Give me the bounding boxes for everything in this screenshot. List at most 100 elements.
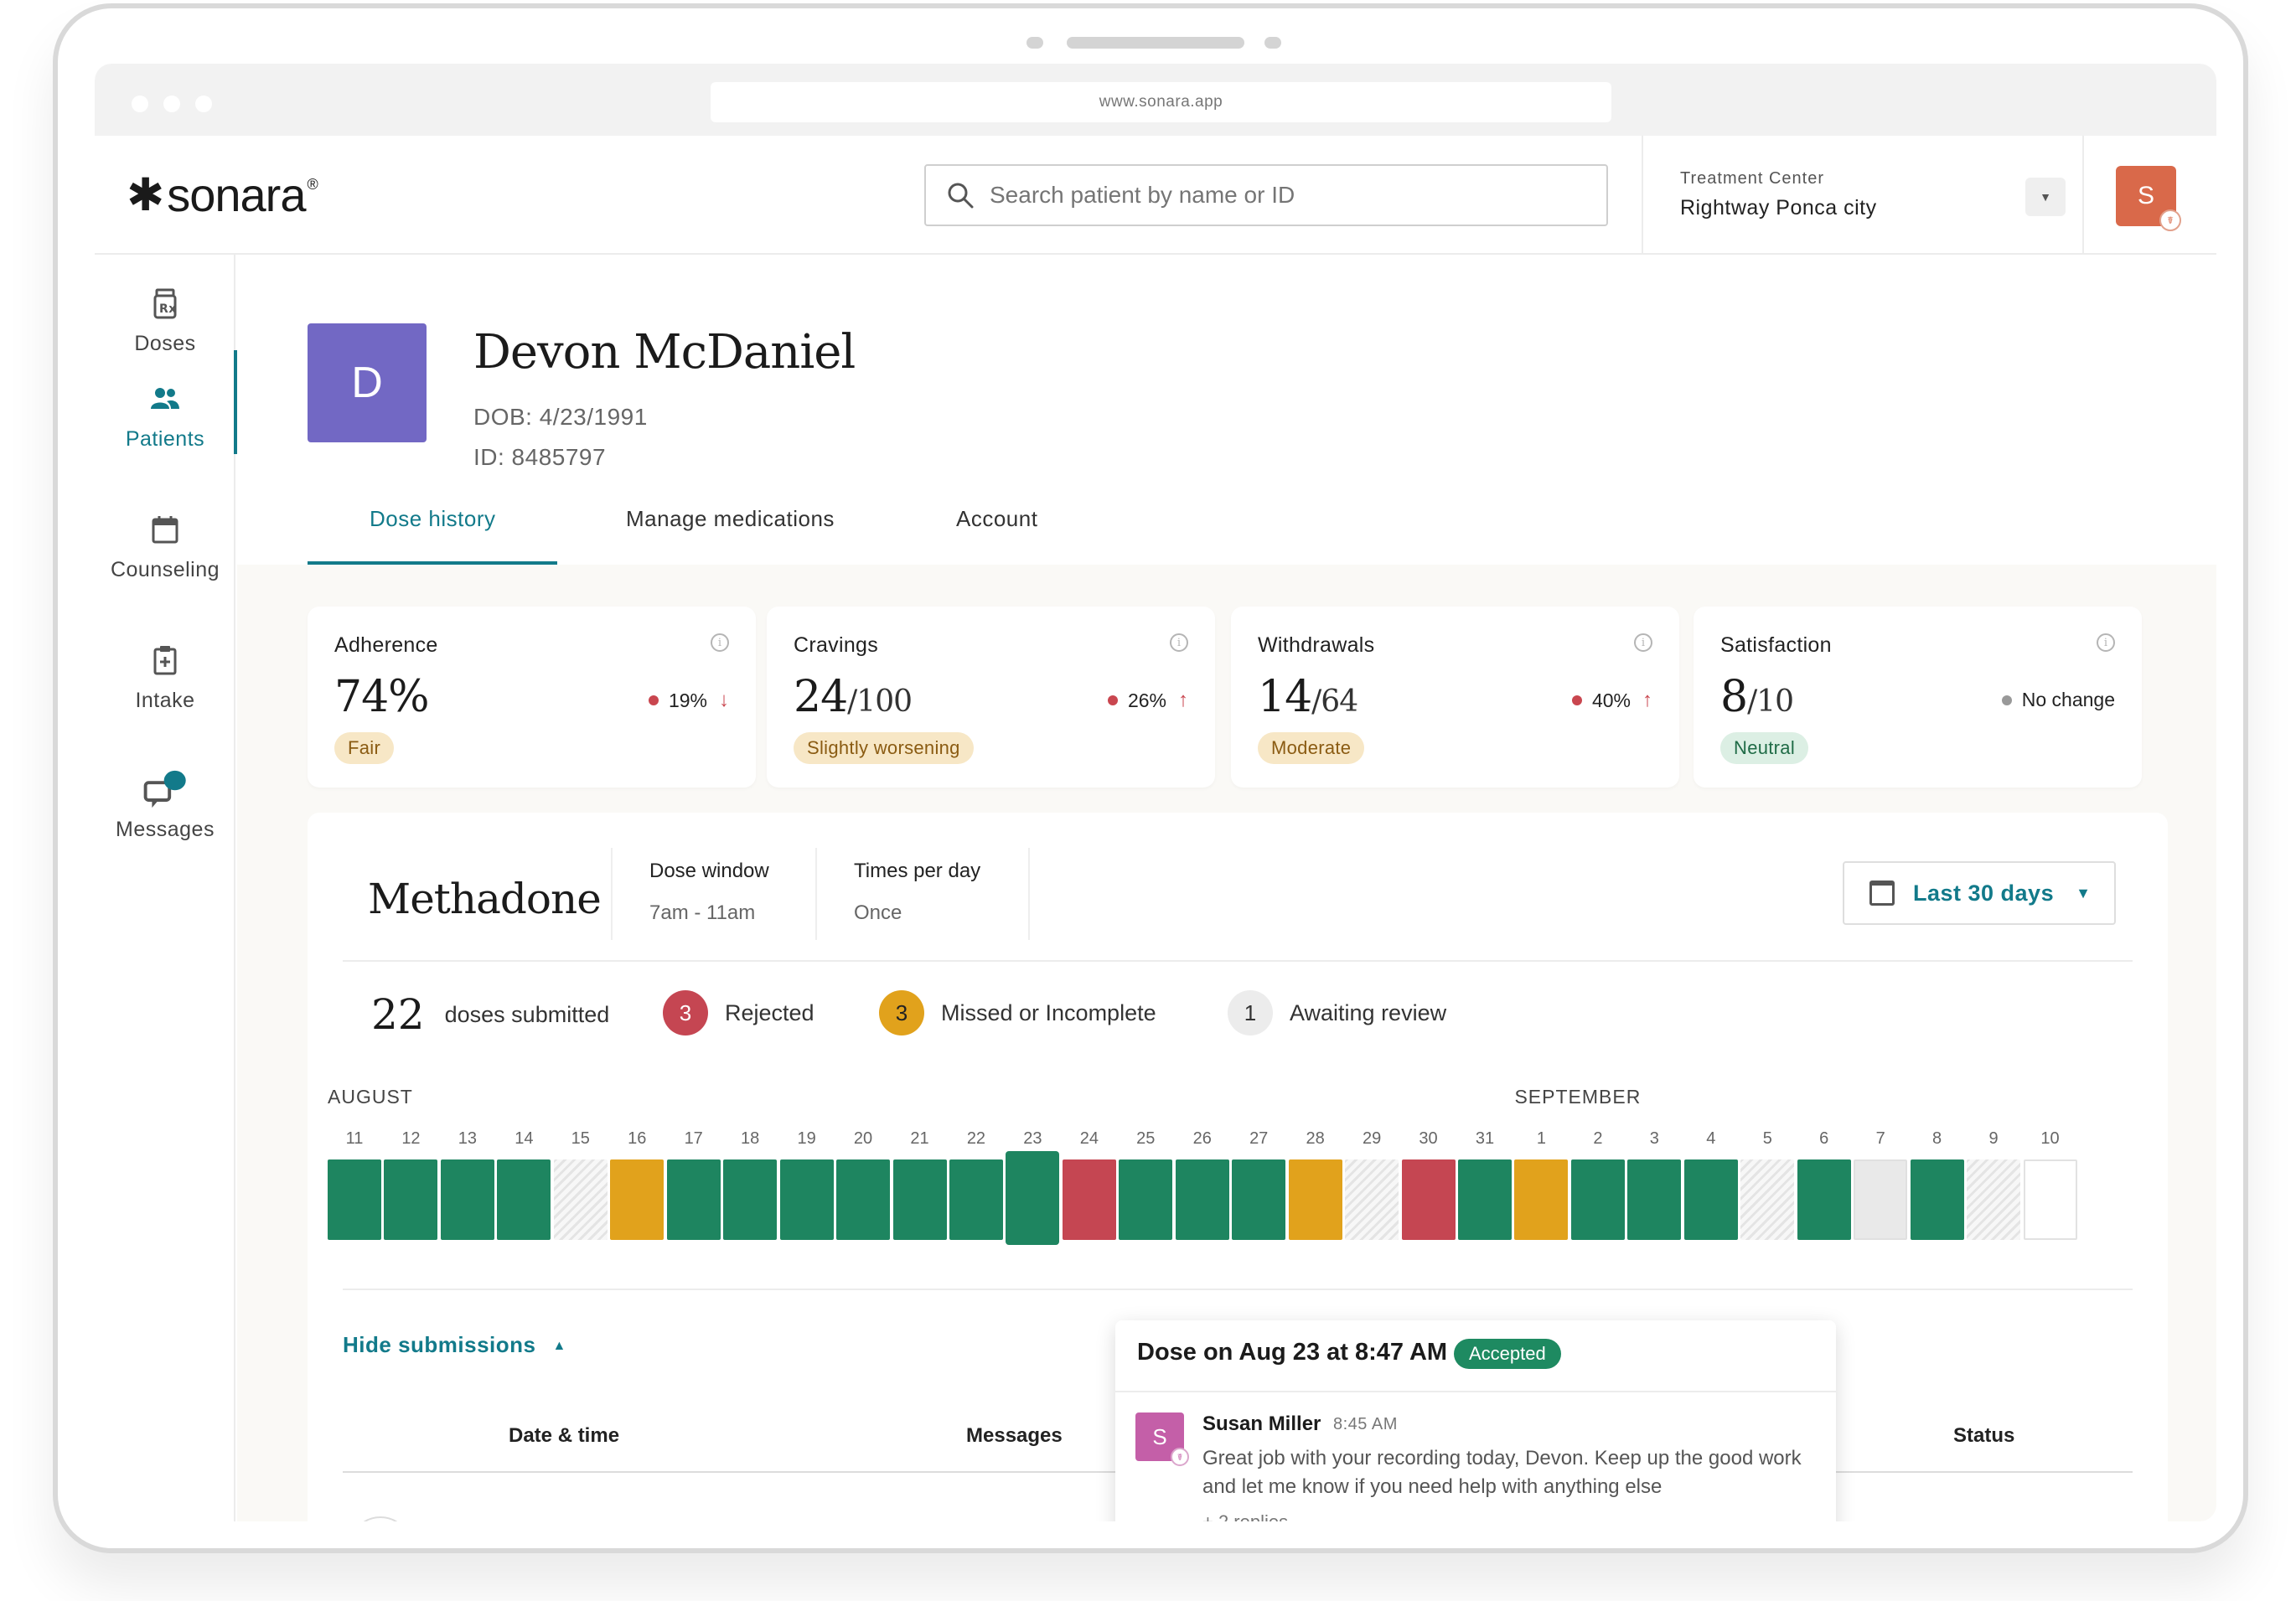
- column-header-messages[interactable]: Messages: [966, 1424, 1063, 1447]
- metric-card-satisfaction[interactable]: Satisfaction i 8/10 No change Neutral: [1694, 607, 2142, 788]
- metric-value: 14/64: [1258, 672, 1358, 722]
- day-label: 16: [628, 1129, 647, 1148]
- table-row-checkbox[interactable]: [349, 1516, 411, 1521]
- dose-day-cell[interactable]: [836, 1159, 891, 1240]
- dose-day-cell[interactable]: [779, 1159, 834, 1240]
- metric-change-value: No change: [2021, 689, 2115, 710]
- window-dot[interactable]: [132, 96, 148, 112]
- status-dot-icon: [1571, 695, 1582, 705]
- dose-day-cell[interactable]: [1854, 1159, 1908, 1240]
- message-text: Great job with your recording today, Dev…: [1202, 1447, 1802, 1498]
- dose-day-cell[interactable]: [1345, 1159, 1399, 1240]
- user-avatar[interactable]: S ☤: [2116, 166, 2181, 231]
- dose-day-cell[interactable]: [610, 1159, 664, 1240]
- top-bar: ✱ sonara ® Treatment Center Rightway Pon…: [95, 136, 2216, 255]
- column-header-date[interactable]: Date & time: [509, 1424, 620, 1447]
- day-label: 19: [797, 1129, 816, 1148]
- date-range-dropdown[interactable]: Last 30 days ▼: [1843, 861, 2116, 925]
- calendar-icon: [152, 516, 178, 544]
- dose-day-cell[interactable]: [328, 1159, 381, 1240]
- sidebar-item-doses[interactable]: Rx Doses: [95, 255, 235, 372]
- caret-down-icon: ▼: [2076, 884, 2092, 901]
- pill-bottle-icon: Rx: [153, 288, 177, 319]
- url-bar[interactable]: www.sonara.app: [711, 82, 1611, 122]
- rejected-summary[interactable]: 3 Rejected: [663, 990, 814, 1035]
- dose-day-cell[interactable]: [1232, 1159, 1286, 1240]
- tooltip-title: Dose on Aug 23 at 8:47 AM: [1137, 1339, 1448, 1366]
- hide-submissions-toggle[interactable]: Hide submissions ▲: [343, 1332, 566, 1358]
- sidebar-item-counseling[interactable]: Counseling: [95, 481, 235, 598]
- tab-manage-medications[interactable]: Manage medications: [626, 506, 835, 531]
- replies-link[interactable]: + 2 replies: [1202, 1511, 1288, 1521]
- active-tab-indicator: [308, 561, 557, 565]
- dose-day-cell[interactable]: [1062, 1159, 1116, 1240]
- dose-day-cell[interactable]: [1740, 1159, 1795, 1240]
- metric-denominator: /10: [1747, 684, 1794, 719]
- sidebar-item-intake[interactable]: Intake: [95, 612, 235, 729]
- metric-change: 26% ↑: [1107, 689, 1188, 712]
- missed-summary[interactable]: 3 Missed or Incomplete: [879, 990, 1156, 1035]
- message-time: 8:45 AM: [1333, 1415, 1398, 1433]
- dose-day-cell[interactable]: [666, 1159, 721, 1240]
- dose-day-cell[interactable]: [1627, 1159, 1682, 1240]
- dose-day-cell[interactable]: [497, 1159, 551, 1240]
- info-icon[interactable]: i: [1634, 633, 1652, 652]
- window-dot[interactable]: [195, 96, 212, 112]
- arrow-up-icon: ↑: [1178, 689, 1188, 711]
- dose-day-cell[interactable]: [1514, 1159, 1569, 1240]
- sonara-logo[interactable]: ✱ sonara ®: [127, 161, 318, 228]
- dose-day-cell[interactable]: [1006, 1151, 1060, 1245]
- dose-day-cell[interactable]: [1175, 1159, 1229, 1240]
- user-initial: S: [2137, 182, 2154, 209]
- tab-dose-history[interactable]: Dose history: [370, 506, 496, 531]
- dose-day-cell[interactable]: [1570, 1159, 1625, 1240]
- sidebar-item-label: Intake: [135, 689, 195, 712]
- metric-denominator: /100: [847, 684, 913, 719]
- dose-day-cell[interactable]: [384, 1159, 438, 1240]
- medication-name: Methadone: [368, 875, 602, 923]
- app-screen: www.sonara.app ✱ sonara ® Treatment Cent…: [95, 64, 2216, 1521]
- chevron-down-icon[interactable]: ▼: [2025, 178, 2066, 216]
- browser-chrome: www.sonara.app: [95, 64, 2216, 136]
- search-input[interactable]: [990, 182, 1576, 209]
- dose-day-cell[interactable]: [1119, 1159, 1173, 1240]
- metric-card-withdrawals[interactable]: Withdrawals i 14/64 40% ↑ Moderate: [1231, 607, 1679, 788]
- metric-card-adherence[interactable]: Adherence i 74% 19% ↓ Fair: [308, 607, 756, 788]
- dose-day-cell[interactable]: [1458, 1159, 1512, 1240]
- awaiting-summary[interactable]: 1 Awaiting review: [1228, 990, 1446, 1035]
- missed-label: Missed or Incomplete: [941, 999, 1156, 1025]
- day-label: 27: [1249, 1129, 1269, 1148]
- day-label: 8: [1932, 1129, 1942, 1148]
- tab-account[interactable]: Account: [956, 506, 1038, 531]
- dose-day-cell[interactable]: [440, 1159, 494, 1240]
- dose-day-cell[interactable]: [723, 1159, 778, 1240]
- sidebar-item-patients[interactable]: Patients: [95, 350, 237, 467]
- dose-day-cell[interactable]: [1797, 1159, 1851, 1240]
- dose-day-cell[interactable]: [949, 1159, 1003, 1240]
- divider: [343, 960, 2133, 962]
- info-icon[interactable]: i: [1170, 633, 1188, 652]
- dose-day-cell[interactable]: [1910, 1159, 1964, 1240]
- metric-denominator: /64: [1311, 684, 1358, 719]
- dose-day-cell[interactable]: [553, 1159, 608, 1240]
- dose-day-cell[interactable]: [1683, 1159, 1738, 1240]
- treatment-center-value[interactable]: Rightway Ponca city: [1680, 196, 1877, 219]
- rejected-label: Rejected: [725, 999, 814, 1025]
- dose-day-cell[interactable]: [1401, 1159, 1456, 1240]
- day-label: 23: [1023, 1129, 1042, 1148]
- times-per-day-label: Times per day: [854, 860, 981, 882]
- info-icon[interactable]: i: [2097, 633, 2115, 652]
- dose-tooltip: Dose on Aug 23 at 8:47 AM Accepted S ☤ Su…: [1115, 1320, 1836, 1521]
- dose-day-cell[interactable]: [2023, 1159, 2077, 1240]
- info-icon[interactable]: i: [711, 633, 729, 652]
- day-label: 6: [1819, 1129, 1829, 1148]
- hide-submissions-label: Hide submissions: [343, 1332, 536, 1357]
- search-box[interactable]: [924, 164, 1608, 226]
- column-header-status[interactable]: Status: [1953, 1424, 2015, 1447]
- window-dot[interactable]: [163, 96, 180, 112]
- dose-day-cell[interactable]: [892, 1159, 947, 1240]
- metric-card-cravings[interactable]: Cravings i 24/100 26% ↑ Slightly worsening: [767, 607, 1215, 788]
- sidebar-item-messages[interactable]: Messages: [95, 742, 235, 860]
- dose-day-cell[interactable]: [1288, 1159, 1342, 1240]
- dose-day-cell[interactable]: [1967, 1159, 2021, 1240]
